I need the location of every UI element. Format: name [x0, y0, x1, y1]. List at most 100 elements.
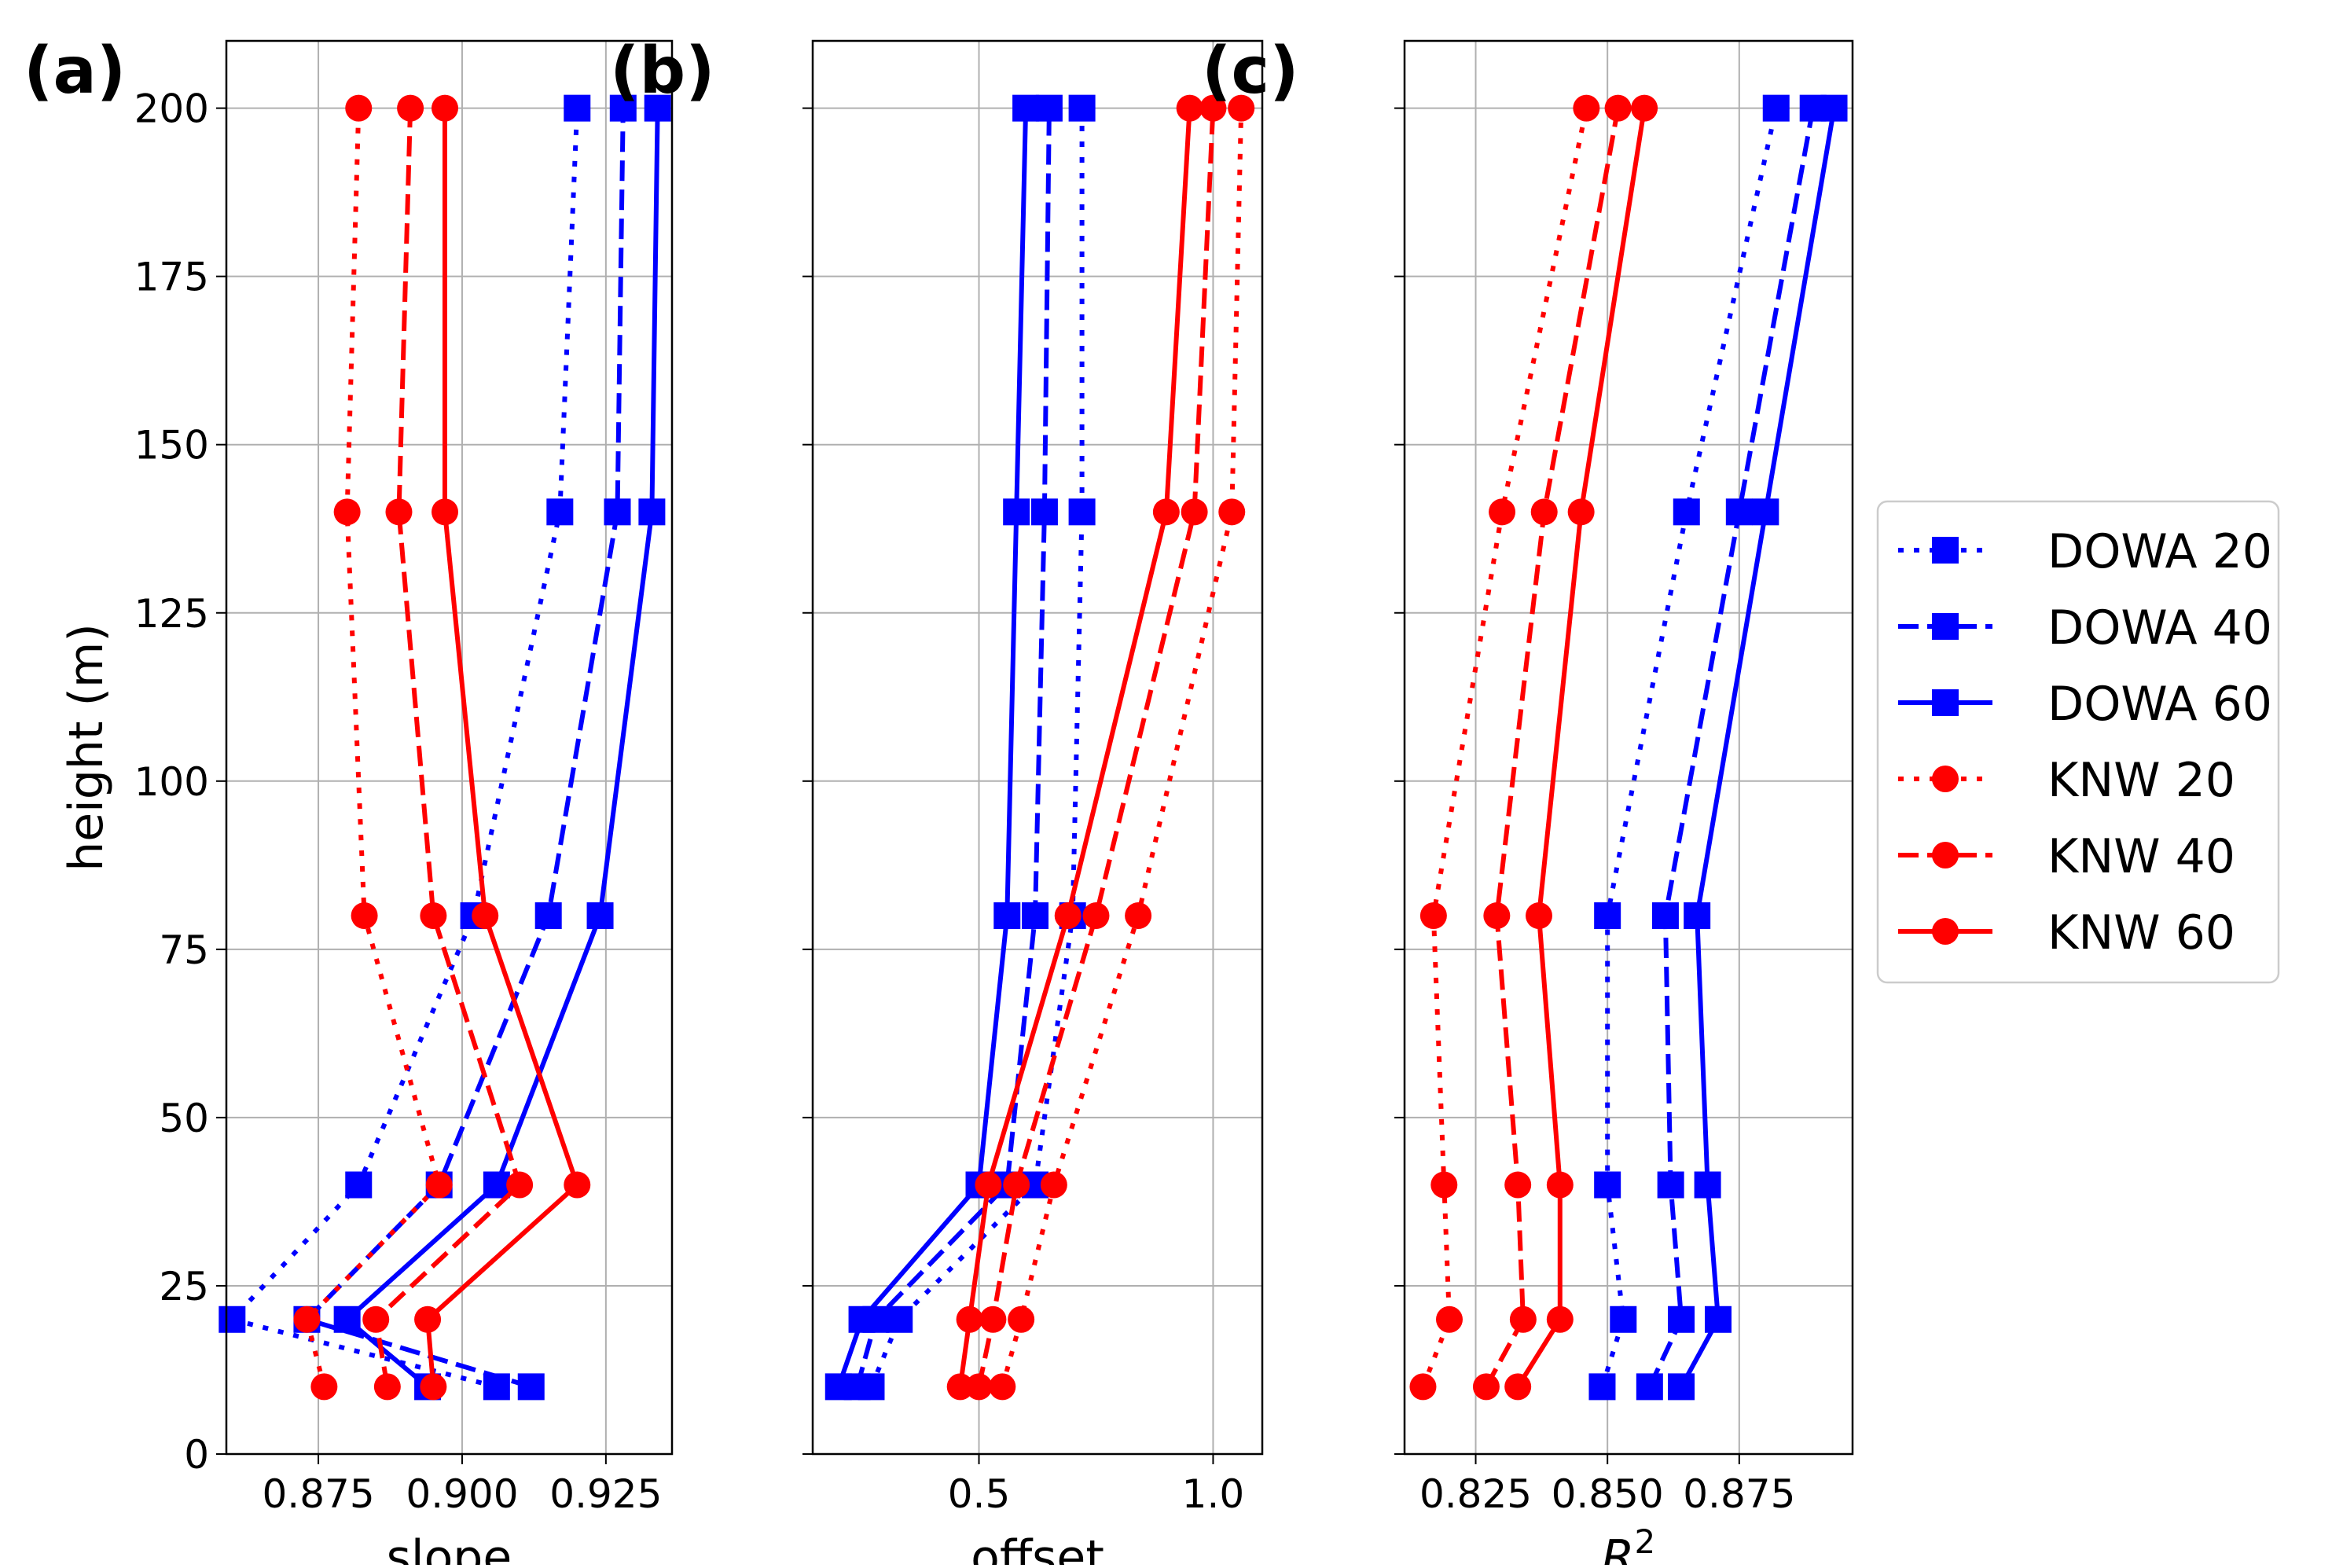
data-point-dowa-60 [1752, 498, 1779, 526]
data-point-knw-20 [1008, 1305, 1035, 1333]
series-line-dowa-40 [304, 108, 626, 1390]
legend-label: KNW 60 [2047, 905, 2235, 960]
x-tick-label: 0.850 [1552, 1471, 1664, 1517]
data-point-knw-40 [1530, 498, 1558, 526]
series-line-knw-20 [1000, 108, 1244, 1388]
y-tick-label: 200 [134, 86, 209, 132]
legend-item-knw-20: KNW 20 [1898, 753, 2235, 808]
data-point-knw-20 [351, 902, 378, 930]
data-point-knw-40 [506, 1171, 534, 1199]
legend-label: KNW 20 [2047, 753, 2235, 808]
data-point-knw-40 [1082, 902, 1110, 930]
axes-frame [811, 39, 1264, 1456]
panel-letter: (a) [24, 34, 126, 108]
legend-marker [1932, 918, 1959, 945]
data-point-dowa-20 [1594, 1171, 1621, 1199]
data-point-dowa-20 [1068, 94, 1096, 122]
legend-box [1876, 500, 2280, 984]
legend-item-dowa-60: DOWA 60 [1898, 677, 2272, 732]
x-tick-label: 0.875 [1683, 1471, 1795, 1517]
legend-label: DOWA 20 [2047, 524, 2272, 579]
data-point-dowa-40 [609, 94, 637, 122]
data-point-dowa-60 [333, 1305, 361, 1333]
x-tick-label: 0.900 [406, 1471, 518, 1517]
y-tick-label: 175 [134, 255, 209, 300]
data-point-dowa-60 [644, 94, 671, 122]
data-point-dowa-40 [1636, 1373, 1663, 1401]
legend-marker [1932, 766, 1959, 792]
data-point-knw-60 [1526, 902, 1552, 930]
data-point-dowa-40 [1022, 902, 1049, 930]
series-line-knw-20 [304, 108, 442, 1388]
data-point-knw-60 [1546, 1171, 1574, 1199]
series-line-knw-40 [976, 108, 1216, 1388]
data-point-knw-40 [1483, 902, 1511, 930]
data-point-knw-40 [385, 498, 413, 526]
data-point-knw-40 [1604, 94, 1632, 122]
data-point-knw-40 [1504, 1171, 1532, 1199]
data-point-knw-20 [310, 1373, 338, 1401]
data-point-dowa-40 [1668, 1305, 1695, 1333]
data-point-knw-20 [1125, 902, 1152, 930]
data-point-knw-40 [1003, 1171, 1030, 1199]
data-point-knw-40 [965, 1373, 993, 1401]
panel-b: 0.5 1.0 offset (b) [610, 34, 1264, 1568]
data-point-dowa-40 [1725, 498, 1753, 526]
data-point-dowa-20 [1762, 94, 1790, 122]
legend-label: KNW 40 [2047, 829, 2235, 884]
data-point-knw-40 [1472, 1373, 1500, 1401]
y-tick-label: 25 [159, 1264, 209, 1309]
data-point-knw-60 [472, 902, 499, 930]
data-point-knw-60 [1054, 902, 1082, 930]
data-point-knw-20 [1573, 94, 1600, 122]
data-point-knw-40 [1509, 1305, 1537, 1333]
legend-label: DOWA 60 [2047, 677, 2272, 732]
data-point-knw-60 [975, 1171, 1002, 1199]
data-point-dowa-20 [1610, 1305, 1637, 1333]
data-point-knw-60 [420, 1373, 447, 1401]
data-point-dowa-20 [1588, 1373, 1616, 1401]
panel-c: 0.825 0.850 0.875 R2 (c) [1202, 34, 1854, 1568]
data-point-knw-60 [946, 1373, 974, 1401]
data-point-dowa-40 [1657, 1171, 1684, 1199]
y-axis-label: height (m) [59, 623, 114, 872]
data-point-knw-60 [1504, 1373, 1532, 1401]
data-point-knw-40 [1181, 498, 1208, 526]
data-point-dowa-40 [1035, 94, 1063, 122]
data-point-knw-40 [362, 1305, 390, 1333]
y-tick-label: 0 [184, 1432, 209, 1478]
data-point-knw-60 [1567, 498, 1595, 526]
panel-letter: (c) [1202, 34, 1299, 108]
data-point-knw-20 [1218, 498, 1246, 526]
data-point-dowa-60 [848, 1305, 876, 1333]
x-tick-label: 1.0 [1182, 1471, 1245, 1517]
data-point-dowa-20 [1594, 902, 1621, 930]
data-point-knw-20 [1419, 902, 1447, 930]
data-point-knw-60 [1546, 1305, 1574, 1333]
series-line-dowa-20 [230, 108, 580, 1390]
x-axis-label: offset [971, 1530, 1104, 1565]
data-point-dowa-60 [1705, 1305, 1732, 1333]
legend-marker [1932, 842, 1959, 868]
legend-marker [1932, 613, 1959, 640]
x-tick-label: 0.875 [262, 1471, 374, 1517]
legend-marker [1932, 689, 1959, 716]
data-point-dowa-60 [993, 902, 1021, 930]
series-line-dowa-60 [344, 108, 660, 1389]
y-tick-label: 75 [159, 927, 209, 973]
x-tick-label: 0.925 [549, 1471, 662, 1517]
data-point-dowa-60 [1003, 498, 1030, 526]
data-point-dowa-60 [1694, 1171, 1721, 1199]
data-point-dowa-60 [1684, 902, 1711, 930]
legend: DOWA 20 DOWA 40 DOWA 60 KNW 20 KNW 40 KNW 60 [1876, 500, 2280, 984]
data-point-dowa-60 [483, 1171, 510, 1199]
y-tick-label: 50 [159, 1096, 209, 1141]
x-tick-label: 0.5 [948, 1471, 1011, 1517]
data-point-knw-60 [1152, 498, 1180, 526]
data-point-knw-20 [293, 1305, 321, 1333]
series-line-knw-40 [373, 108, 523, 1387]
data-point-knw-20 [1228, 94, 1255, 122]
data-point-knw-60 [432, 498, 459, 526]
